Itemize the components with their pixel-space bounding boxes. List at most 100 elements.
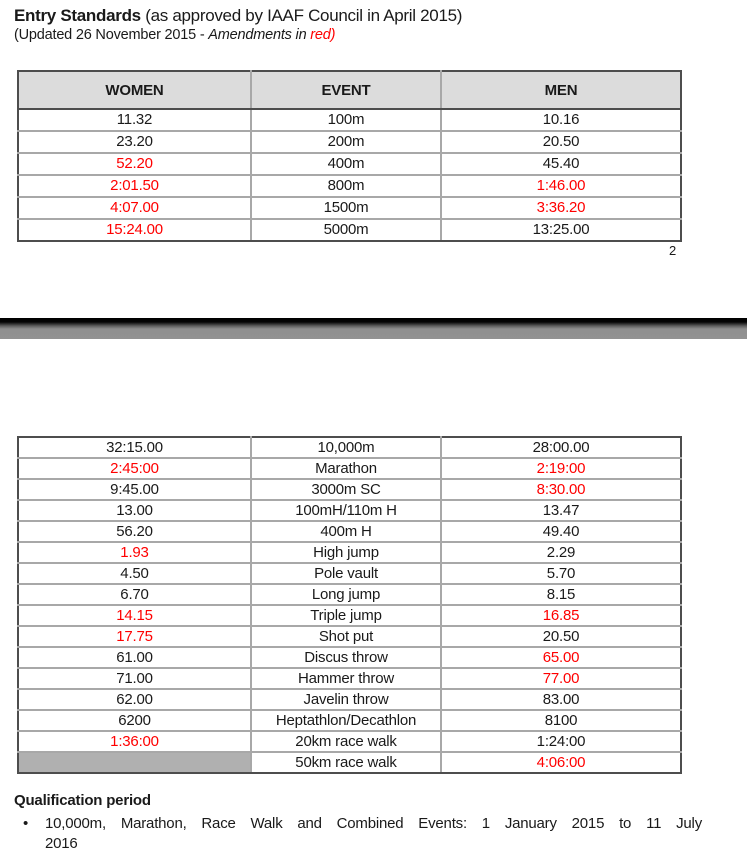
men-cell: 20.50 — [440, 130, 682, 154]
event-cell: 1500m — [250, 196, 442, 220]
men-cell: 4:06:00 — [440, 751, 682, 774]
event-cell: 3000m SC — [250, 478, 442, 501]
men-cell: 8.15 — [440, 583, 682, 606]
event-cell: 800m — [250, 174, 442, 198]
table-row: 17.75 Shot put 20.50 — [17, 625, 682, 648]
table-row: 13.00 100mH/110m H 13.47 — [17, 499, 682, 522]
men-cell: 10.16 — [440, 108, 682, 132]
table-row: 2:01.50 800m 1:46.00 — [17, 174, 682, 198]
women-cell: 52.20 — [17, 152, 252, 176]
table-row: 71.00 Hammer throw 77.00 — [17, 667, 682, 690]
page-subtitle: (Updated 26 November 2015 - Amendments i… — [14, 27, 335, 43]
men-cell: 8100 — [440, 709, 682, 732]
men-cell: 65.00 — [440, 646, 682, 669]
qualification-bullet-item: • 10,000m, Marathon, Race Walk and Combi… — [14, 814, 716, 854]
column-header-event: EVENT — [250, 70, 442, 110]
standards-table-body-page2: 32:15.00 10,000m 28:00.00 2:45:00 Marathon 2:… — [17, 436, 682, 774]
subtitle-italic: Amendments in — [208, 27, 311, 43]
table-row: 4.50 Pole vault 5.70 — [17, 562, 682, 585]
bullet-text-line2: 2016 — [45, 835, 78, 852]
event-cell: 50km race walk — [250, 751, 442, 774]
event-cell: Pole vault — [250, 562, 442, 585]
women-cell: 2:45:00 — [17, 457, 252, 480]
women-cell: 6200 — [17, 709, 252, 732]
table-row: 23.20 200m 20.50 — [17, 130, 682, 154]
table-row: 1.93 High jump 2.29 — [17, 541, 682, 564]
standards-table-body-page1: 11.32 100m 10.16 23.20 200m 20.50 52.20 400m 45.… — [17, 108, 682, 242]
women-cell: 32:15.00 — [17, 436, 252, 459]
subtitle-red-text: red) — [310, 27, 336, 43]
page-number: 2 — [669, 243, 677, 258]
women-cell: 4.50 — [17, 562, 252, 585]
women-cell: 17.75 — [17, 625, 252, 648]
event-cell: Triple jump — [250, 604, 442, 627]
event-cell: 20km race walk — [250, 730, 442, 753]
table-row: 14.15 Triple jump 16.85 — [17, 604, 682, 627]
table-row: 2:45:00 Marathon 2:19:00 — [17, 457, 682, 480]
women-cell: 71.00 — [17, 667, 252, 690]
event-cell: Hammer throw — [250, 667, 442, 690]
table-row: 11.32 100m 10.16 — [17, 108, 682, 132]
men-cell: 3:36.20 — [440, 196, 682, 220]
men-cell: 28:00.00 — [440, 436, 682, 459]
event-cell: 400m H — [250, 520, 442, 543]
event-cell: Heptathlon/Decathlon — [250, 709, 442, 732]
standards-table-page2: 32:15.00 10,000m 28:00.00 2:45:00 Marathon 2:… — [17, 436, 682, 774]
event-cell: Long jump — [250, 583, 442, 606]
men-cell: 16.85 — [440, 604, 682, 627]
men-cell: 83.00 — [440, 688, 682, 711]
men-cell: 13:25.00 — [440, 218, 682, 242]
table-row: 1:36:00 20km race walk 1:24:00 — [17, 730, 682, 753]
event-cell: Marathon — [250, 457, 442, 480]
men-cell: 13.47 — [440, 499, 682, 522]
women-cell — [17, 751, 252, 774]
women-cell: 15:24.00 — [17, 218, 252, 242]
column-header-men: MEN — [440, 70, 682, 110]
women-cell: 23.20 — [17, 130, 252, 154]
women-cell: 1.93 — [17, 541, 252, 564]
table-row: 9:45.00 3000m SC 8:30.00 — [17, 478, 682, 501]
women-cell: 62.00 — [17, 688, 252, 711]
bullet-icon: • — [23, 815, 29, 832]
standards-table-header: WOMEN EVENT MEN — [17, 70, 682, 110]
entry-standards-table-bottom: 32:15.00 10,000m 28:00.00 2:45:00 Marathon 2:… — [17, 436, 682, 774]
column-header-women: WOMEN — [17, 70, 252, 110]
qualification-section: Qualification period • 10,000m, Marathon… — [14, 792, 716, 854]
table-row: 6200 Heptathlon/Decathlon 8100 — [17, 709, 682, 732]
table-row: 32:15.00 10,000m 28:00.00 — [17, 436, 682, 459]
page-title-rest: (as approved by IAAF Council in April 20… — [140, 6, 463, 25]
table-row: 50km race walk 4:06:00 — [17, 751, 682, 774]
women-cell: 9:45.00 — [17, 478, 252, 501]
men-cell: 49.40 — [440, 520, 682, 543]
bullet-text-line1: 10,000m, Marathon, Race Walk and Combine… — [45, 815, 702, 832]
men-cell: 5.70 — [440, 562, 682, 585]
women-cell: 11.32 — [17, 108, 252, 132]
men-cell: 1:46.00 — [440, 174, 682, 198]
women-cell: 61.00 — [17, 646, 252, 669]
table-row: 61.00 Discus throw 65.00 — [17, 646, 682, 669]
men-cell: 8:30.00 — [440, 478, 682, 501]
table-row: 6.70 Long jump 8.15 — [17, 583, 682, 606]
entry-standards-table-top: WOMEN EVENT MEN 11.32 100m 10.16 23.20 200m 2… — [17, 70, 682, 242]
men-cell: 2.29 — [440, 541, 682, 564]
table-row: 52.20 400m 45.40 — [17, 152, 682, 176]
table-row: 15:24.00 5000m 13:25.00 — [17, 218, 682, 242]
table-row: 56.20 400m H 49.40 — [17, 520, 682, 543]
event-cell: 100mH/110m H — [250, 499, 442, 522]
men-cell: 2:19:00 — [440, 457, 682, 480]
women-cell: 2:01.50 — [17, 174, 252, 198]
page-title: Entry Standards (as approved by IAAF Cou… — [14, 6, 462, 26]
header-row: WOMEN EVENT MEN — [17, 70, 682, 110]
event-cell: 10,000m — [250, 436, 442, 459]
event-cell: 200m — [250, 130, 442, 154]
men-cell: 45.40 — [440, 152, 682, 176]
event-cell: 5000m — [250, 218, 442, 242]
event-cell: Javelin throw — [250, 688, 442, 711]
women-cell: 13.00 — [17, 499, 252, 522]
page-title-bold: Entry Standards — [14, 6, 141, 25]
subtitle-prefix: (Updated 26 November 2015 - — [14, 27, 209, 43]
standards-table-page1: WOMEN EVENT MEN 11.32 100m 10.16 23.20 200m 2… — [17, 70, 682, 242]
qualification-heading: Qualification period — [14, 792, 151, 809]
women-cell: 6.70 — [17, 583, 252, 606]
